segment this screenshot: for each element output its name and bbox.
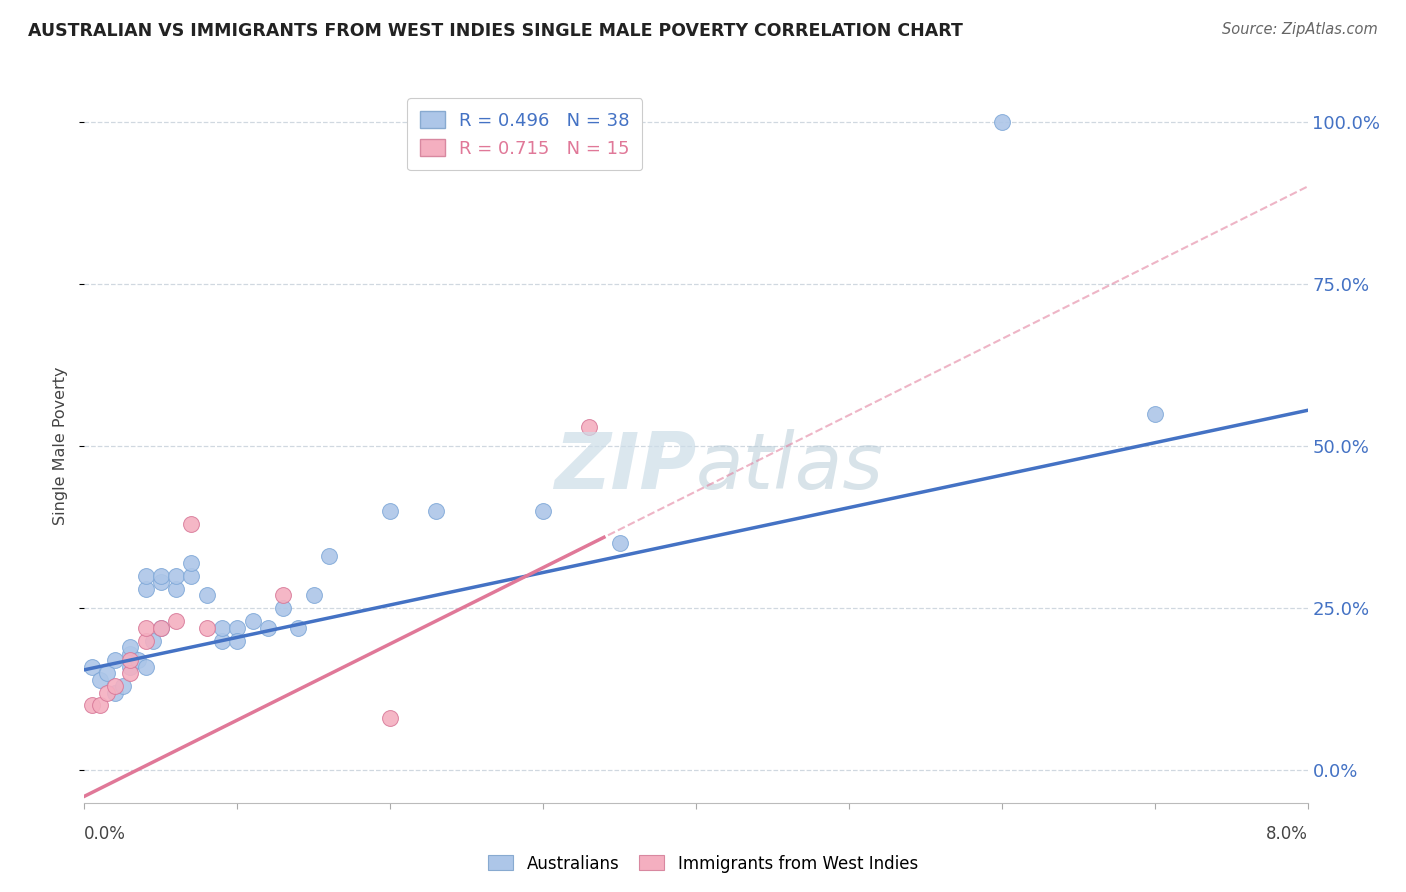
Point <box>104 685 127 699</box>
Point <box>180 568 202 582</box>
Point <box>96 685 118 699</box>
Point <box>380 711 402 725</box>
Point <box>271 601 294 615</box>
Point <box>380 504 402 518</box>
Point <box>165 614 187 628</box>
Point <box>271 588 294 602</box>
Point <box>149 575 172 590</box>
Point <box>149 621 172 635</box>
Point <box>609 536 631 550</box>
Point <box>111 679 134 693</box>
Point <box>211 633 233 648</box>
Point <box>120 653 142 667</box>
Point <box>80 698 103 713</box>
Point <box>89 673 111 687</box>
Point <box>120 666 142 681</box>
Text: ZIP: ZIP <box>554 429 696 506</box>
Point <box>135 582 157 596</box>
Point <box>120 659 142 673</box>
Point <box>104 679 127 693</box>
Text: atlas: atlas <box>696 429 884 506</box>
Point <box>80 659 103 673</box>
Point <box>195 621 218 635</box>
Text: 8.0%: 8.0% <box>1265 825 1308 843</box>
Point <box>531 504 554 518</box>
Point <box>89 698 111 713</box>
Point <box>257 621 280 635</box>
Point <box>1143 407 1166 421</box>
Point <box>120 640 142 654</box>
Point <box>165 568 187 582</box>
Point <box>135 568 157 582</box>
Point <box>195 588 218 602</box>
Point <box>96 666 118 681</box>
Point <box>104 653 127 667</box>
Point <box>226 621 249 635</box>
Point <box>318 549 340 564</box>
Point <box>149 568 172 582</box>
Point <box>180 556 202 570</box>
Legend: Australians, Immigrants from West Indies: Australians, Immigrants from West Indies <box>481 848 925 880</box>
Point <box>165 582 187 596</box>
Text: Source: ZipAtlas.com: Source: ZipAtlas.com <box>1222 22 1378 37</box>
Point <box>302 588 325 602</box>
Point <box>149 621 172 635</box>
Point <box>211 621 233 635</box>
Point <box>578 419 600 434</box>
Point <box>180 516 202 531</box>
Point <box>135 659 157 673</box>
Point <box>287 621 309 635</box>
Point <box>226 633 249 648</box>
Point <box>135 621 157 635</box>
Point <box>120 647 142 661</box>
Text: AUSTRALIAN VS IMMIGRANTS FROM WEST INDIES SINGLE MALE POVERTY CORRELATION CHART: AUSTRALIAN VS IMMIGRANTS FROM WEST INDIE… <box>28 22 963 40</box>
Point <box>135 633 157 648</box>
Point <box>425 504 447 518</box>
Point <box>991 114 1014 128</box>
Legend: R = 0.496   N = 38, R = 0.715   N = 15: R = 0.496 N = 38, R = 0.715 N = 15 <box>406 98 643 170</box>
Y-axis label: Single Male Poverty: Single Male Poverty <box>53 367 69 525</box>
Point <box>142 633 165 648</box>
Text: 0.0%: 0.0% <box>84 825 127 843</box>
Point <box>127 653 149 667</box>
Point <box>242 614 264 628</box>
